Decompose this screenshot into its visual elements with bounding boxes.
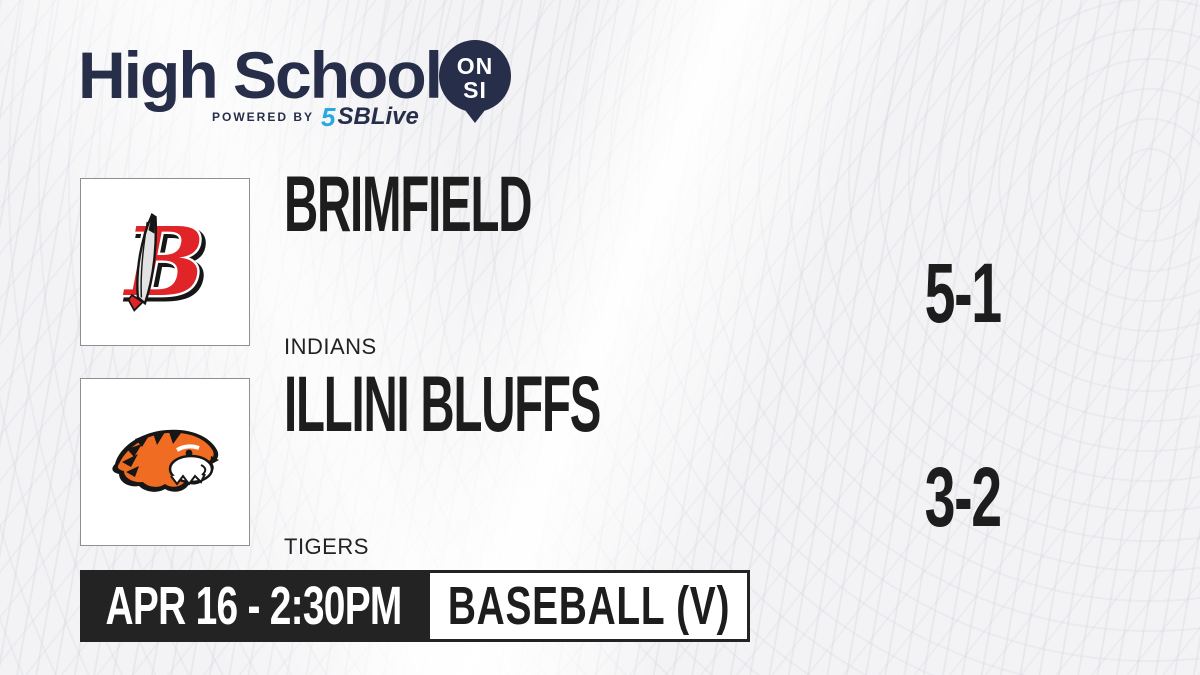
game-event-label: BASEBALL (V): [447, 576, 730, 636]
svg-text:SI: SI: [463, 77, 487, 103]
team1-name: BRIMFIELD: [284, 159, 532, 248]
illini-bluffs-tiger-logo: [112, 429, 219, 492]
brand-title: High School: [78, 38, 443, 112]
on-si-pin-icon: ON SI: [436, 38, 514, 129]
sblive-bolt-icon: 5: [321, 102, 336, 132]
game-datetime-box: APR 16 - 2:30PM: [80, 570, 427, 642]
team2-logo-box: [80, 378, 250, 546]
team2-record: 3-2: [863, 455, 1063, 539]
team2-record-value: 3-2: [924, 450, 1002, 544]
team2-name: ILLINI BLUFFS: [284, 359, 601, 448]
team1-record: 5-1: [863, 251, 1063, 335]
game-event-box: BASEBALL (V): [427, 570, 750, 642]
powered-by-row: POWERED BY 5 SBLive: [212, 104, 419, 130]
sblive-wordmark: SBLive: [337, 103, 419, 130]
team1-record-value: 5-1: [924, 246, 1002, 340]
team1-logo-box: B B B: [80, 178, 250, 346]
team1-mascot: INDIANS: [284, 334, 377, 359]
team2-mascot: TIGERS: [284, 534, 369, 559]
svg-text:ON: ON: [457, 53, 494, 79]
sblive-logo: 5 SBLive: [321, 104, 419, 130]
brimfield-feather-b-logo: B B B: [120, 205, 212, 321]
powered-by-label: POWERED BY: [212, 110, 315, 124]
game-datetime-label: APR 16 - 2:30PM: [105, 576, 402, 636]
